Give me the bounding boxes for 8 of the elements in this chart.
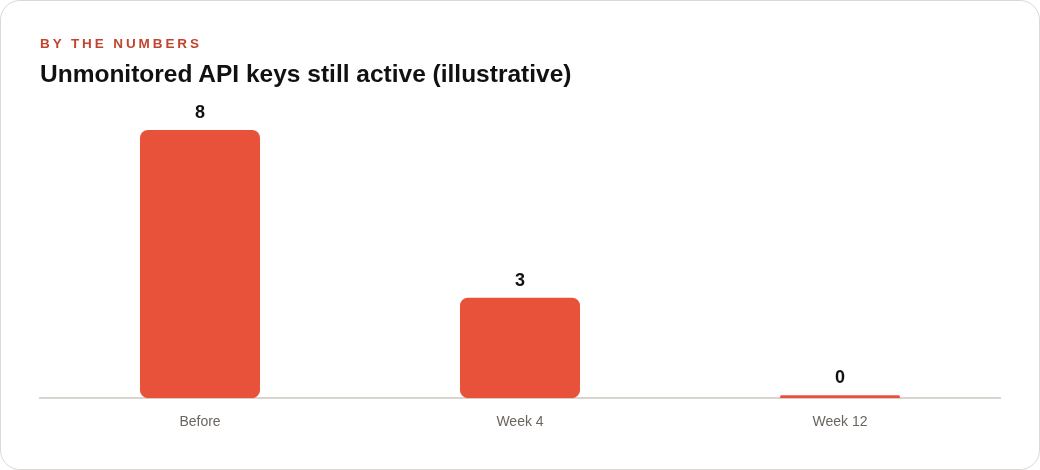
x-tick-label: Before bbox=[179, 413, 221, 430]
chart-subtitle: BY THE NUMBERS bbox=[40, 36, 202, 51]
data-label: 3 bbox=[514, 269, 526, 290]
x-tick-label: Week 12 bbox=[812, 413, 868, 430]
x-tick-label: Week 4 bbox=[496, 413, 544, 430]
data-label: 0 bbox=[834, 367, 846, 388]
chart-title: Unmonitored API keys still active (illustrative) bbox=[40, 60, 572, 88]
data-label: 8 bbox=[194, 102, 206, 122]
